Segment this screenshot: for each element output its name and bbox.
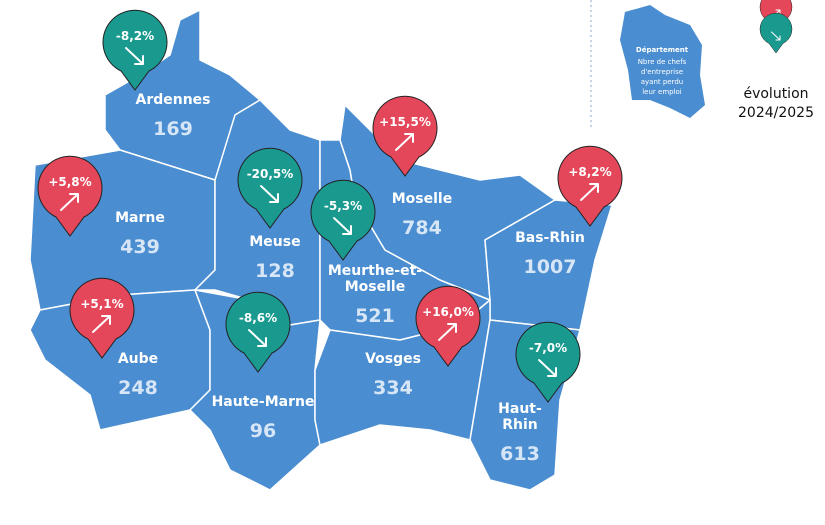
evolution-label: +5,1% — [80, 297, 123, 311]
pin-arrow — [260, 185, 279, 203]
department-count: 128 — [255, 260, 295, 282]
department-name: Meurthe-et- — [328, 263, 422, 279]
department-name: Meuse — [249, 234, 300, 250]
department-name: Aube — [118, 351, 158, 367]
pin-arrow — [580, 183, 599, 201]
pin-arrow — [248, 329, 267, 347]
legend-region — [620, 5, 705, 118]
department-name: Haut- — [498, 401, 542, 417]
legend-line: ayant perdu — [641, 78, 684, 86]
department-count: 439 — [120, 236, 160, 258]
evolution-label: +8,2% — [568, 165, 611, 179]
pin-arrow — [125, 47, 144, 65]
legend-line: d'entreprise — [641, 68, 683, 76]
pin — [37, 155, 103, 237]
pin — [237, 147, 303, 229]
department-name: Moselle — [392, 191, 452, 207]
legend-evolution: 2024/2025 — [738, 105, 814, 121]
department-name: Haute-Marne — [212, 394, 315, 410]
pin — [515, 321, 581, 403]
department-count: 1007 — [524, 256, 577, 278]
department-count: 613 — [500, 443, 540, 465]
legend-evolution: évolution — [743, 86, 808, 102]
evolution-label: -7,0% — [529, 341, 567, 355]
pin-arrow — [60, 193, 79, 211]
evolution-label: -8,6% — [239, 311, 277, 325]
pins: -8,2% +5,8% -20,5% -5,3% +15,5% +8,2% +5,1% -8,… — [37, 9, 623, 403]
evolution-label: -8,2% — [116, 29, 154, 43]
pin — [310, 179, 376, 261]
legend-line: leur emploi — [642, 88, 682, 96]
pin-arrow — [92, 315, 111, 333]
department-name: Vosges — [365, 351, 421, 367]
department-name: Moselle — [345, 279, 405, 295]
pin-arrow — [538, 359, 557, 377]
department-count: 334 — [373, 377, 413, 399]
pin-arrow — [438, 323, 457, 341]
pin-arrow — [771, 31, 781, 41]
department-count: 248 — [118, 377, 158, 399]
pin-arrow — [395, 133, 414, 151]
department-count: 521 — [355, 305, 395, 327]
evolution-label: -5,3% — [324, 199, 362, 213]
haute-marne-area — [189, 289, 321, 491]
legend-title: Département — [636, 46, 689, 54]
pin — [415, 285, 481, 367]
pin — [102, 9, 168, 91]
pin — [759, 12, 793, 54]
evolution-label: +15,5% — [379, 115, 431, 129]
pin — [225, 291, 291, 373]
department-count: 169 — [153, 118, 193, 140]
department-count: 784 — [402, 217, 442, 239]
department-name: Marne — [115, 210, 165, 226]
department-count: 96 — [250, 420, 276, 442]
department-name: Bas-Rhin — [515, 230, 585, 246]
evolution-label: +5,8% — [48, 175, 91, 189]
pin-arrow — [333, 217, 352, 235]
pin — [557, 145, 623, 227]
legend: Département Nbre de chefs d'entreprise a… — [620, 0, 814, 121]
evolution-label: +16,0% — [422, 305, 474, 319]
pin — [69, 277, 135, 359]
department-name: Ardennes — [135, 92, 210, 108]
evolution-label: -20,5% — [247, 167, 294, 181]
legend-line: Nbre de chefs — [638, 58, 687, 66]
pin — [372, 95, 438, 177]
department-name: Rhin — [502, 417, 538, 433]
